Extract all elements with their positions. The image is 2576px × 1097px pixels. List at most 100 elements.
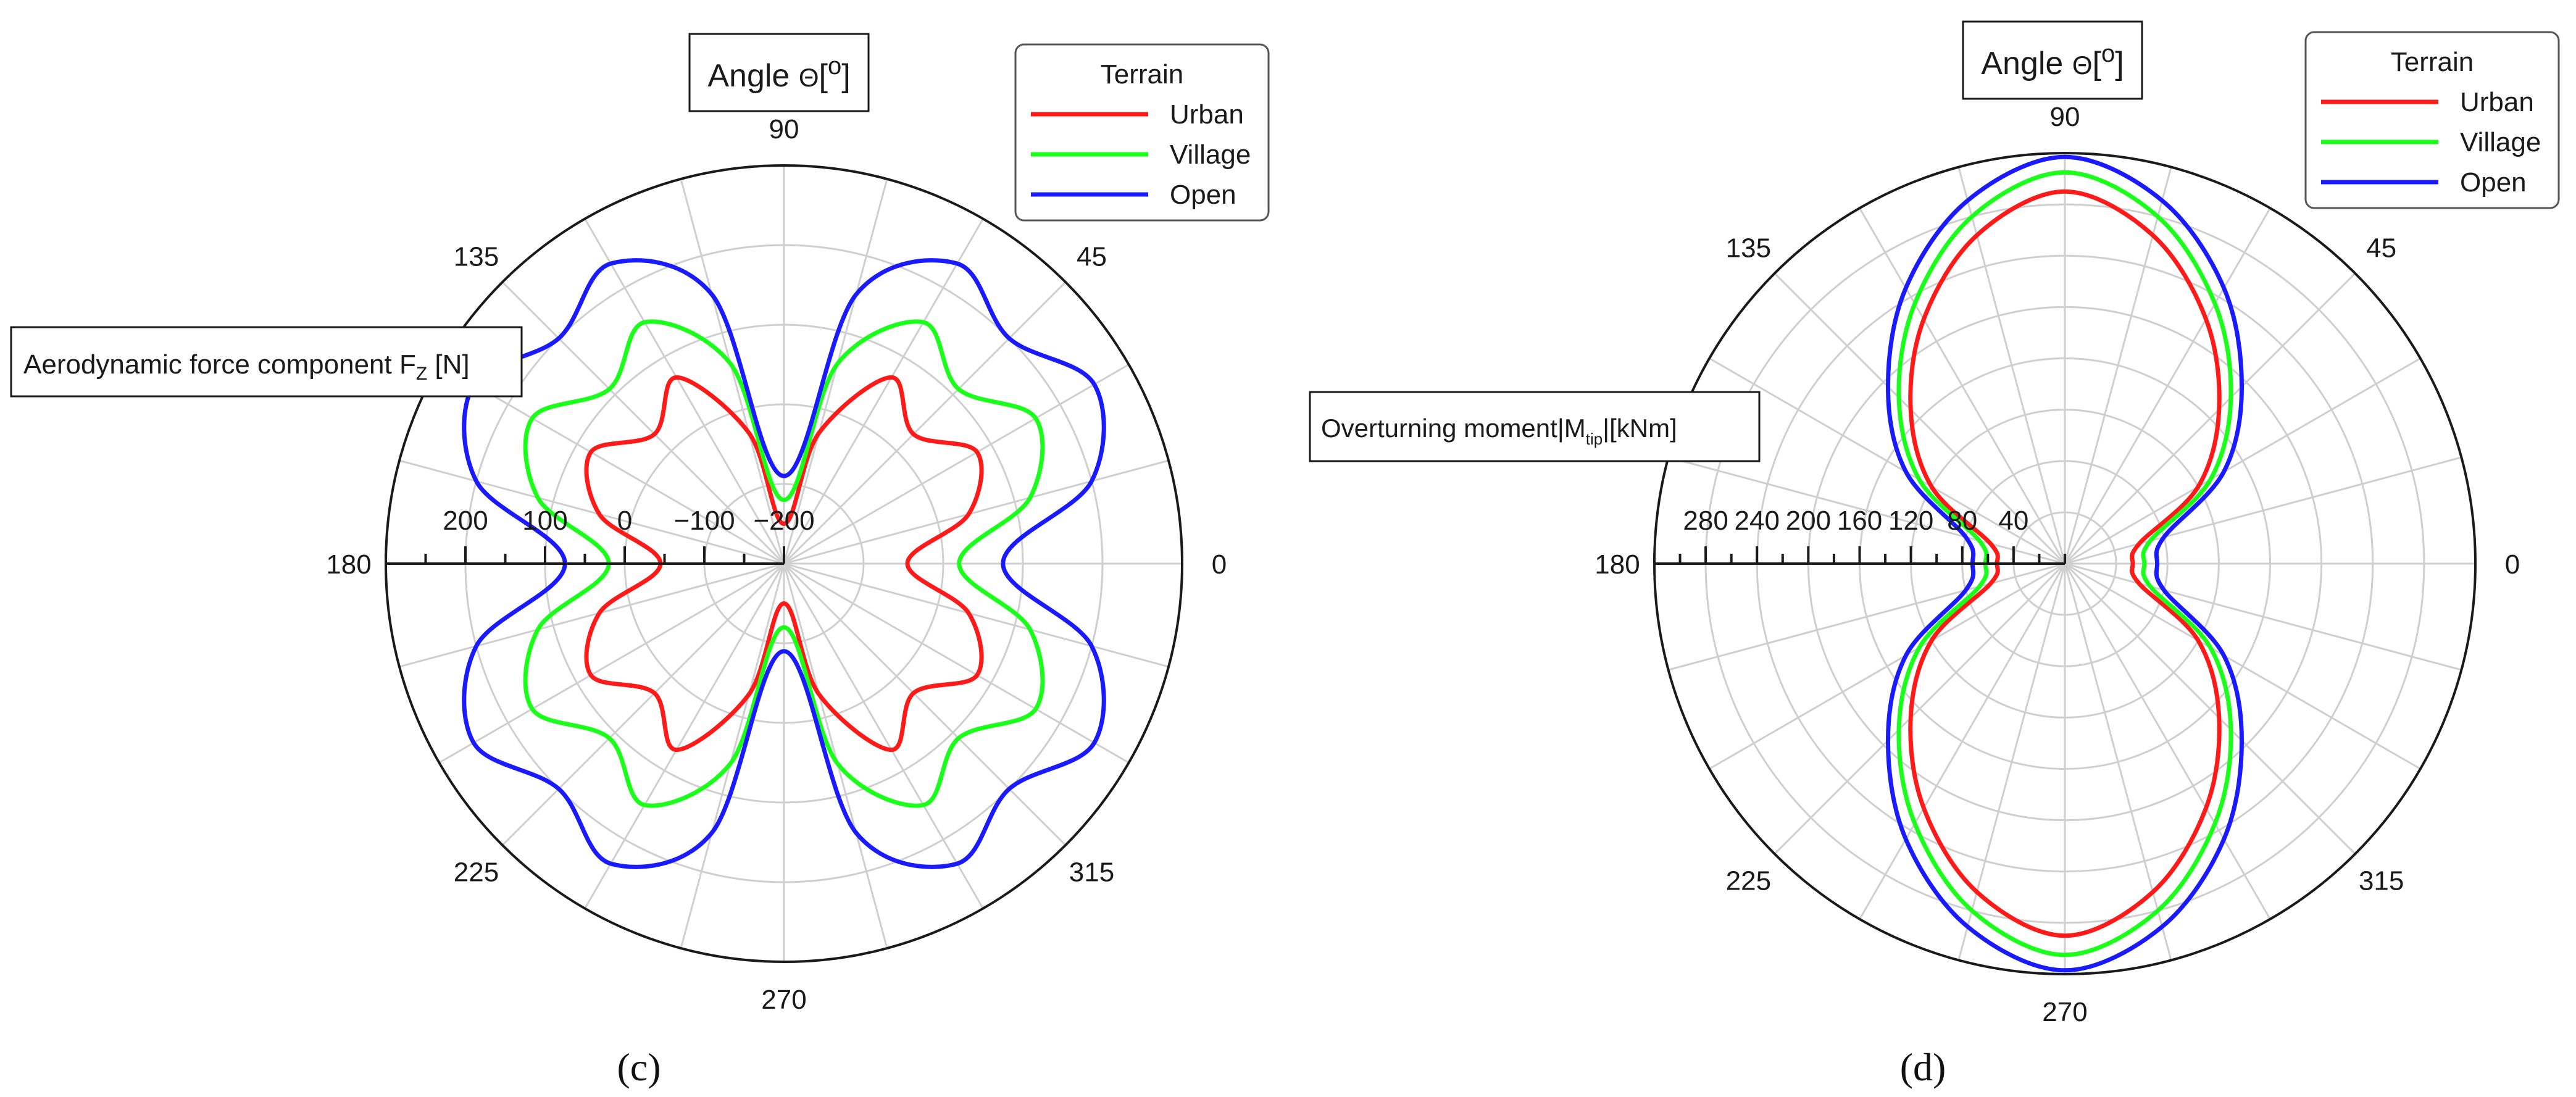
angle-label-d-135: 135	[1726, 233, 1771, 263]
polar-grid-c	[385, 164, 1183, 963]
grid-spoke-d-315	[2064, 562, 2356, 855]
grid-spoke-c-315	[783, 562, 1067, 846]
angle-label-d-270: 270	[2042, 997, 2087, 1027]
radial-tick-label-d-0: 40	[1998, 506, 2028, 536]
radial-tick-label-c-4: 200	[443, 506, 488, 536]
angle-label-c-180: 180	[326, 549, 371, 580]
title-bracket-close-c: ]	[841, 58, 850, 94]
legend-label-d-open: Open	[2460, 167, 2527, 198]
title-bracket-close-d: ]	[2115, 46, 2124, 81]
grid-spoke-c-150	[438, 364, 785, 565]
grid-spoke-c-195	[399, 562, 785, 668]
grid-spoke-d-15	[2064, 456, 2462, 565]
legend-title-d: Terrain	[2391, 47, 2474, 77]
title-symbol-d: Θ	[2072, 51, 2093, 80]
title-bracket-open-c: [	[819, 58, 828, 94]
grid-spoke-c-255	[680, 563, 785, 949]
legend-label-d-urban: Urban	[2460, 87, 2534, 117]
panel-label-c: (c)	[617, 1045, 661, 1089]
panel-label-d: (d)	[1900, 1045, 1946, 1089]
chart-title-text-c: Angle Θ[o]	[707, 52, 850, 94]
grid-spoke-c-15	[783, 459, 1169, 565]
title-symbol-c: Θ	[799, 63, 819, 92]
radial-axis-c: −200 −100 0 100 200	[385, 506, 815, 565]
grid-spoke-d-240	[1859, 563, 2066, 920]
legend-label-d-village: Village	[2460, 127, 2541, 157]
angle-label-c-225: 225	[454, 857, 499, 888]
grid-spoke-c-300	[783, 563, 984, 909]
title-degree-d: o	[2101, 40, 2115, 67]
title-prefix-d: Angle	[1981, 46, 2072, 81]
grid-spoke-c-225	[501, 562, 785, 846]
radial-tick-label-d-1: 80	[1947, 506, 1977, 536]
grid-spoke-d-135	[1774, 272, 2066, 565]
legend-c: Terrain Urban Village Open	[1014, 43, 1270, 222]
radial-label-c: Aerodynamic force component FZ [N]	[10, 326, 523, 398]
legend-items-d: Urban Village Open	[2321, 87, 2541, 198]
legend-d: Terrain Urban Village Open	[2304, 31, 2560, 209]
angle-label-c-135: 135	[454, 241, 499, 272]
radial-label-box-d	[1309, 391, 1761, 462]
grid-spoke-d-330	[2064, 562, 2421, 770]
chart-title-d: Angle Θ[o]	[1962, 20, 2143, 100]
radial-tick-label-c-2: 0	[617, 506, 632, 536]
radial-tick-label-c-0: −200	[753, 506, 814, 536]
legend-box-c	[1014, 43, 1270, 222]
legend-items-c: Urban Village Open	[1031, 99, 1251, 210]
angle-label-c-90: 90	[769, 114, 799, 144]
grid-spoke-d-60	[2064, 207, 2271, 564]
angle-label-d-225: 225	[1726, 866, 1771, 896]
angle-label-c-315: 315	[1069, 857, 1114, 888]
grid-spoke-c-105	[680, 178, 785, 564]
grid-spoke-d-120	[1859, 207, 2066, 564]
grid-spoke-c-60	[783, 218, 984, 564]
grid-spoke-c-240	[584, 563, 785, 909]
angle-labels-c: 0 45 90 135 180 225 270 315	[326, 114, 1227, 1015]
grid-spoke-d-225	[1774, 562, 2066, 855]
angle-label-d-180: 180	[1594, 549, 1640, 580]
radial-label-unit-d: |[kNm]	[1603, 414, 1677, 443]
title-bracket-open-d: [	[2092, 46, 2101, 81]
grid-spoke-d-45	[2064, 272, 2356, 565]
grid-spoke-d-345	[2064, 562, 2462, 671]
angle-label-d-90: 90	[2050, 102, 2080, 132]
radial-label-sub-d: tip	[1586, 430, 1603, 448]
grid-spoke-d-195	[1668, 562, 2065, 671]
grid-spoke-c-345	[783, 562, 1169, 668]
legend-label-c-open: Open	[1170, 180, 1236, 210]
grid-spoke-c-45	[783, 281, 1067, 565]
radial-label-box-c	[10, 326, 523, 398]
angle-label-c-270: 270	[761, 985, 806, 1015]
radial-label-sub-c: Z	[416, 364, 427, 384]
grid-spoke-c-285	[783, 563, 888, 949]
chart-title-box-c	[688, 33, 870, 112]
legend-title-c: Terrain	[1101, 59, 1184, 90]
grid-spoke-d-300	[2064, 563, 2271, 920]
radial-tick-label-c-3: 100	[522, 506, 567, 536]
grid-spoke-c-330	[783, 562, 1130, 764]
chart-title-c: Angle Θ[o]	[688, 33, 870, 112]
radial-tick-label-d-5: 240	[1735, 506, 1780, 536]
radial-tick-label-c-1: −100	[673, 506, 735, 536]
radial-tick-label-d-3: 160	[1837, 506, 1882, 536]
radial-label-main-c: Aerodynamic force component F	[23, 349, 416, 380]
radial-tick-label-d-2: 120	[1888, 506, 1933, 536]
title-degree-c: o	[828, 52, 841, 80]
grid-spoke-d-150	[1709, 357, 2065, 565]
grid-spoke-d-165	[1668, 456, 2065, 565]
title-prefix-c: Angle	[707, 58, 798, 94]
angle-labels-d: 0 45 90 135 180 225 270 315	[1594, 102, 2520, 1027]
radial-label-text-d: Overturning moment|Mtip|[kNm]	[1321, 414, 1677, 448]
radial-label-text-c: Aerodynamic force component FZ [N]	[23, 349, 470, 384]
angle-label-d-45: 45	[2366, 233, 2396, 263]
angle-label-d-315: 315	[2359, 866, 2404, 896]
radial-label-d: Overturning moment|Mtip|[kNm]	[1309, 391, 1761, 462]
radial-tick-label-d-4: 200	[1786, 506, 1831, 536]
grid-spoke-c-75	[783, 178, 888, 564]
grid-spoke-d-30	[2064, 357, 2421, 565]
legend-box-d	[2304, 31, 2560, 209]
angle-label-d-0: 0	[2505, 549, 2520, 580]
